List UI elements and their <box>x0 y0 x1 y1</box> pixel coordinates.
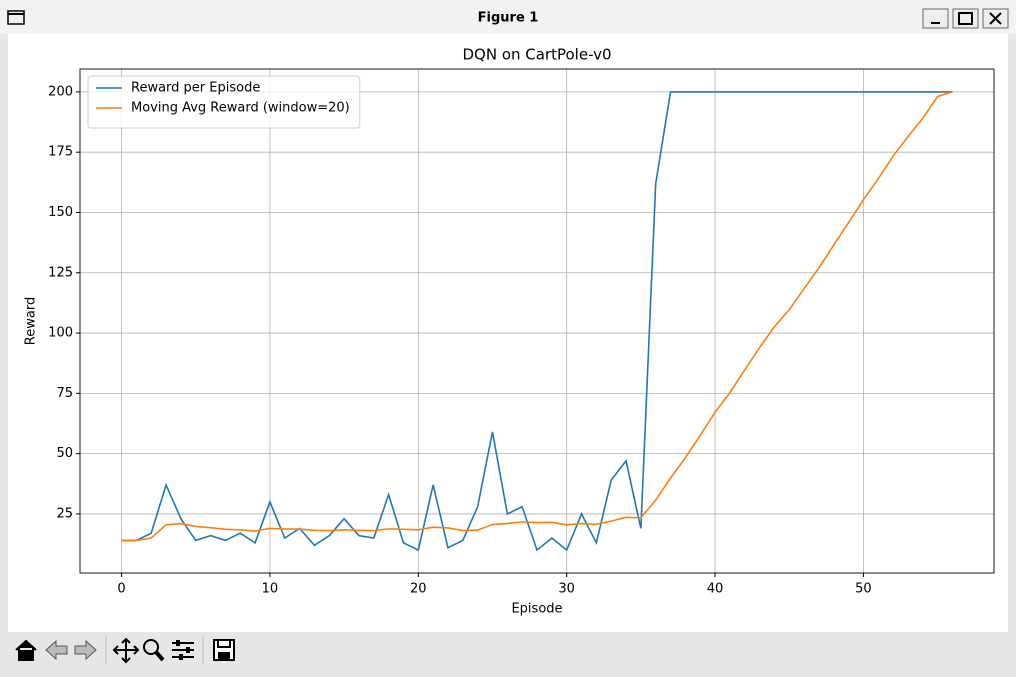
close-button[interactable] <box>982 8 1009 29</box>
pan-button[interactable] <box>112 637 140 664</box>
legend-box <box>87 75 361 129</box>
x-tick-label: 10 <box>262 582 279 597</box>
window-title: Figure 1 <box>478 11 539 26</box>
zoom-button[interactable] <box>143 639 165 662</box>
y-tick-label: 200 <box>48 84 73 99</box>
x-tick-label: 50 <box>855 582 872 597</box>
forward-button[interactable] <box>74 639 97 661</box>
chart-title: DQN on CartPole-v0 <box>462 46 611 64</box>
configure-button[interactable] <box>172 640 194 660</box>
maximize-button[interactable] <box>952 8 979 29</box>
y-tick-label: 175 <box>48 145 73 160</box>
x-tick-label: 20 <box>410 582 427 597</box>
title-bar <box>0 0 1016 34</box>
y-tick-label: 75 <box>56 386 73 401</box>
x-tick-label: 0 <box>117 582 125 597</box>
home-button[interactable] <box>11 636 40 664</box>
series-line <box>121 91 953 542</box>
x-axis-label: Episode <box>511 602 562 617</box>
legend: Reward per Episode Moving Avg Reward (win… <box>87 75 361 129</box>
y-tick-label: 25 <box>56 506 73 521</box>
series-line <box>121 91 953 552</box>
minimize-button[interactable] <box>922 8 949 29</box>
x-tick-label: 40 <box>707 582 724 597</box>
y-tick-label: 50 <box>56 446 73 461</box>
legend-label: Moving Avg Reward (window=20) <box>131 101 350 116</box>
back-button[interactable] <box>45 639 68 661</box>
legend-label: Reward per Episode <box>131 81 260 96</box>
x-tick-label: 30 <box>558 582 575 597</box>
y-axis-label: Reward <box>24 297 39 345</box>
y-tick-label: 125 <box>48 265 73 280</box>
y-tick-label: 100 <box>48 326 73 341</box>
window-icon <box>7 10 25 25</box>
save-button[interactable] <box>213 639 235 661</box>
y-tick-label: 150 <box>48 205 73 220</box>
axes-frame <box>79 68 995 574</box>
